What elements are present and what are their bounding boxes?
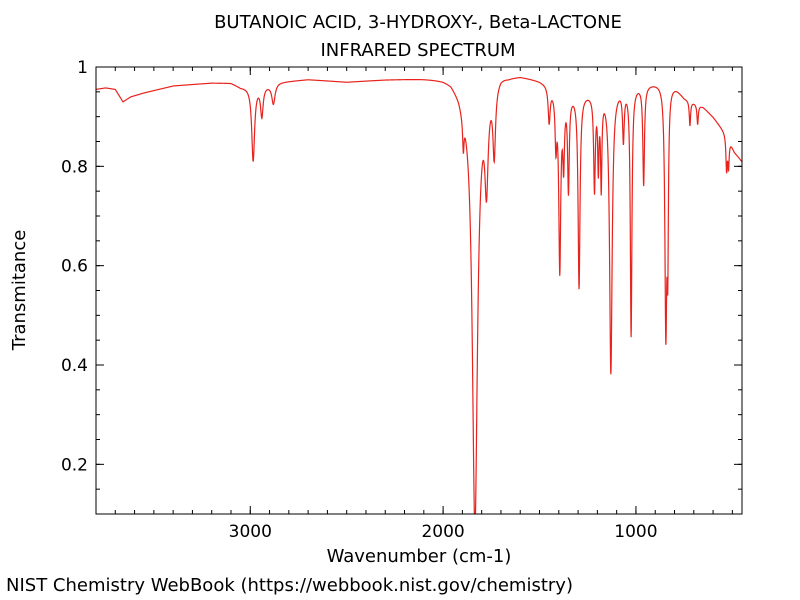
spectrum-line — [96, 76, 742, 514]
x-tick-label: 1000 — [614, 522, 657, 542]
y-tick-label: 0.8 — [61, 157, 88, 177]
y-tick-label: 0.2 — [61, 455, 88, 475]
y-axis-label: Transmitance — [9, 230, 30, 352]
chart-title-line-2: INFRARED SPECTRUM — [320, 40, 515, 61]
y-tick-label: 1 — [77, 58, 88, 78]
x-tick-label: 2000 — [421, 522, 464, 542]
y-tick-label: 0.4 — [61, 356, 88, 376]
x-tick-label: 3000 — [229, 522, 272, 542]
plot-frame — [95, 66, 743, 515]
chart-title-line-1: BUTANOIC ACID, 3-HYDROXY-, Beta-LACTONE — [214, 12, 622, 33]
axis-tick-labels: 3000 2000 1000 0.2 0.4 0.6 0.8 1 — [61, 58, 658, 542]
x-axis-label: Wavenumber (cm-1) — [327, 546, 512, 567]
y-tick-label: 0.6 — [61, 257, 88, 277]
source-credit: NIST Chemistry WebBook (https://webbook.… — [6, 575, 573, 596]
